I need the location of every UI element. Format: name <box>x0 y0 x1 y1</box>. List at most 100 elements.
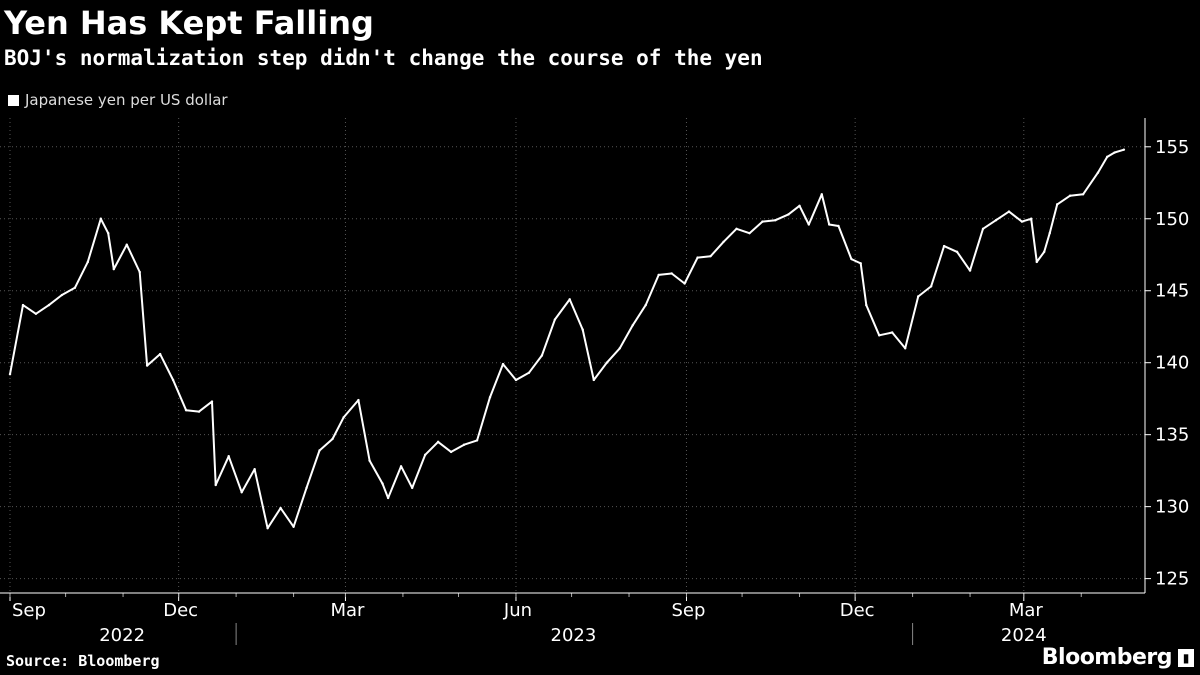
data-point <box>145 364 149 367</box>
x-tick-label: Sep <box>672 600 706 621</box>
data-point <box>968 269 972 272</box>
data-point <box>1020 220 1024 223</box>
data-point <box>722 240 725 243</box>
data-point <box>827 223 831 226</box>
data-point <box>657 273 660 277</box>
y-tick-label: 125 <box>1155 569 1189 590</box>
data-point <box>955 250 959 254</box>
data-point <box>1113 151 1116 154</box>
y-tick-label: 135 <box>1155 425 1189 446</box>
data-point <box>279 506 282 510</box>
data-point <box>488 396 492 399</box>
data-point <box>527 371 531 374</box>
data-point <box>670 272 673 275</box>
data-point <box>605 361 608 364</box>
year-label: 2022 <box>99 625 145 646</box>
data-point <box>774 218 777 222</box>
data-point <box>837 224 840 228</box>
data-point <box>423 453 427 457</box>
data-point <box>436 440 440 444</box>
data-point <box>462 443 466 446</box>
data-point <box>709 254 712 258</box>
legend-swatch <box>8 94 19 106</box>
data-point <box>86 260 90 264</box>
data-point <box>292 525 295 528</box>
data-point <box>735 227 738 231</box>
year-label: 2023 <box>551 625 597 646</box>
data-point <box>266 527 269 530</box>
data-point <box>386 496 390 500</box>
data-point <box>859 262 862 265</box>
data-point <box>644 303 647 307</box>
data-point <box>1105 155 1109 159</box>
brand-logo: Bloomberg ▮ <box>1042 645 1194 670</box>
data-point <box>761 220 764 223</box>
data-point <box>683 282 686 285</box>
data-point <box>47 303 51 307</box>
y-tick-label: 150 <box>1155 209 1189 230</box>
data-point <box>631 324 634 327</box>
data-point <box>357 398 360 402</box>
data-point <box>227 455 230 458</box>
data-point <box>618 347 621 350</box>
data-point <box>1030 217 1033 220</box>
data-point <box>449 450 453 454</box>
data-point <box>553 318 557 321</box>
data-point <box>112 267 115 271</box>
data-point <box>342 416 345 419</box>
data-point <box>138 270 141 274</box>
data-point <box>368 459 371 462</box>
data-point <box>1048 231 1051 235</box>
brand-name: Bloomberg <box>1041 645 1173 670</box>
data-point <box>696 256 699 259</box>
data-point <box>807 223 811 226</box>
chart-subtitle: BOJ's normalization step didn't change t… <box>4 46 763 70</box>
data-point <box>73 286 77 290</box>
data-point <box>184 408 188 412</box>
x-tick-label: Mar <box>330 600 365 621</box>
data-point <box>171 378 175 382</box>
y-tick-label: 130 <box>1155 497 1189 518</box>
data-point <box>501 362 505 366</box>
data-point <box>8 373 12 376</box>
y-tick-label: 140 <box>1155 353 1189 374</box>
data-point <box>850 257 853 261</box>
data-point <box>34 312 38 315</box>
data-point <box>903 347 907 350</box>
data-point <box>410 486 414 490</box>
data-point <box>865 303 868 307</box>
data-point <box>305 486 308 490</box>
data-point <box>981 227 985 231</box>
data-point <box>1035 260 1038 264</box>
data-point <box>748 231 751 235</box>
chart-title: Yen Has Kept Falling <box>4 4 374 42</box>
legend-label: Japanese yen per US dollar <box>25 91 228 109</box>
data-point <box>929 285 933 288</box>
x-tick-label: Dec <box>163 600 198 621</box>
data-point <box>214 483 217 487</box>
data-point <box>568 298 571 301</box>
data-point <box>399 465 403 468</box>
data-point <box>158 352 162 356</box>
source-note: Source: Bloomberg <box>6 652 160 670</box>
data-point <box>1042 250 1046 254</box>
data-point <box>1068 194 1072 197</box>
data-point <box>60 293 64 297</box>
y-tick-label: 155 <box>1155 137 1189 158</box>
data-point <box>540 354 544 357</box>
data-point <box>125 243 128 246</box>
data-point <box>891 331 894 334</box>
data-point <box>787 213 790 216</box>
data-point <box>798 204 801 208</box>
y-tick-label: 145 <box>1155 281 1189 302</box>
data-point <box>318 449 321 452</box>
data-point <box>1055 203 1059 206</box>
x-tick-label: Jun <box>503 600 532 621</box>
series-line <box>9 148 1125 530</box>
data-point <box>820 193 823 196</box>
data-point <box>1007 210 1011 213</box>
x-tick-label: Dec <box>840 600 875 621</box>
data-point <box>381 482 384 485</box>
data-point <box>1122 148 1126 151</box>
